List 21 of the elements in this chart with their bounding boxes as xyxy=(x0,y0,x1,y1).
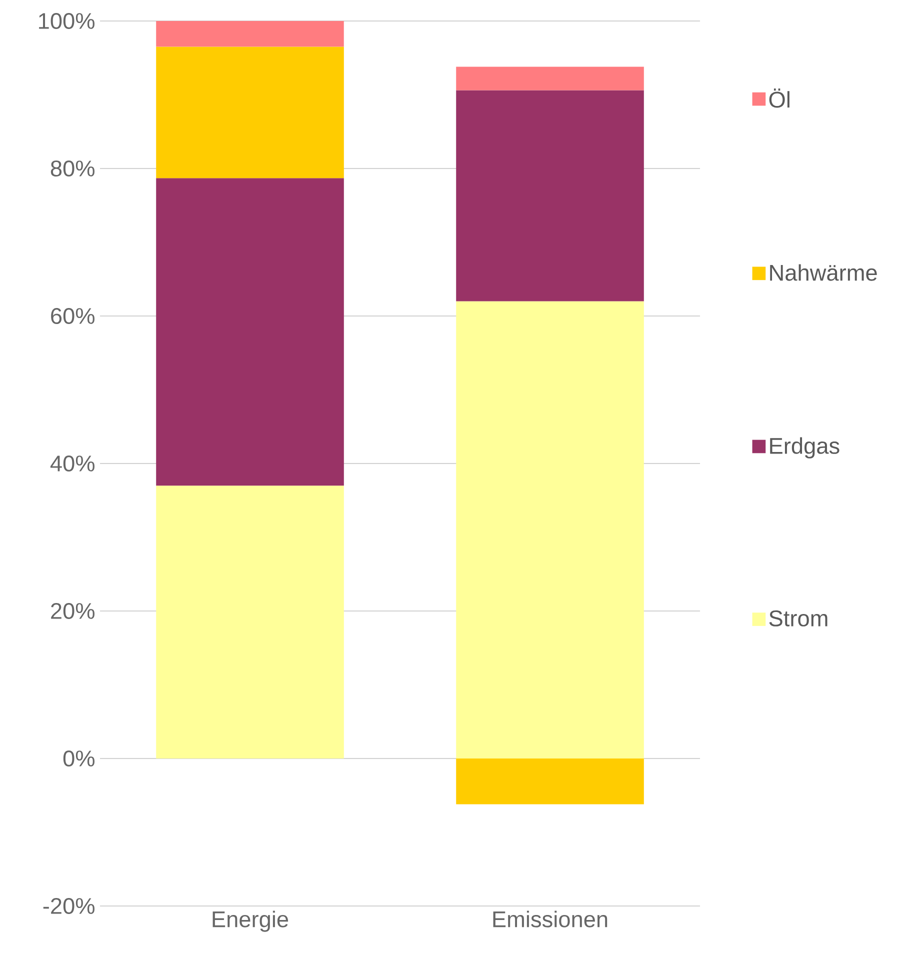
legend-label: Erdgas xyxy=(770,437,840,458)
bar xyxy=(456,758,644,804)
bar xyxy=(456,90,644,302)
bar xyxy=(456,301,644,758)
legend-label: Öl xyxy=(769,88,790,108)
legend-label: Strom xyxy=(769,610,828,626)
x-tick-label: Energie xyxy=(212,910,288,932)
y-tick-label: -20% xyxy=(43,898,94,914)
y-tick-label: 0% xyxy=(63,750,94,767)
bar xyxy=(156,486,344,758)
bar xyxy=(156,46,344,178)
y-tick-label: 100% xyxy=(39,12,94,30)
y-tick-label: 60% xyxy=(51,308,94,324)
legend-label: Nahwärme xyxy=(770,264,877,281)
y-tick-label: 80% xyxy=(50,160,94,177)
y-tick-label: 40% xyxy=(50,455,94,472)
bar xyxy=(156,20,344,47)
bar xyxy=(456,66,644,90)
x-tick-label: Emissionen xyxy=(493,910,608,928)
y-tick-label: 20% xyxy=(51,602,94,620)
bar xyxy=(156,178,344,486)
